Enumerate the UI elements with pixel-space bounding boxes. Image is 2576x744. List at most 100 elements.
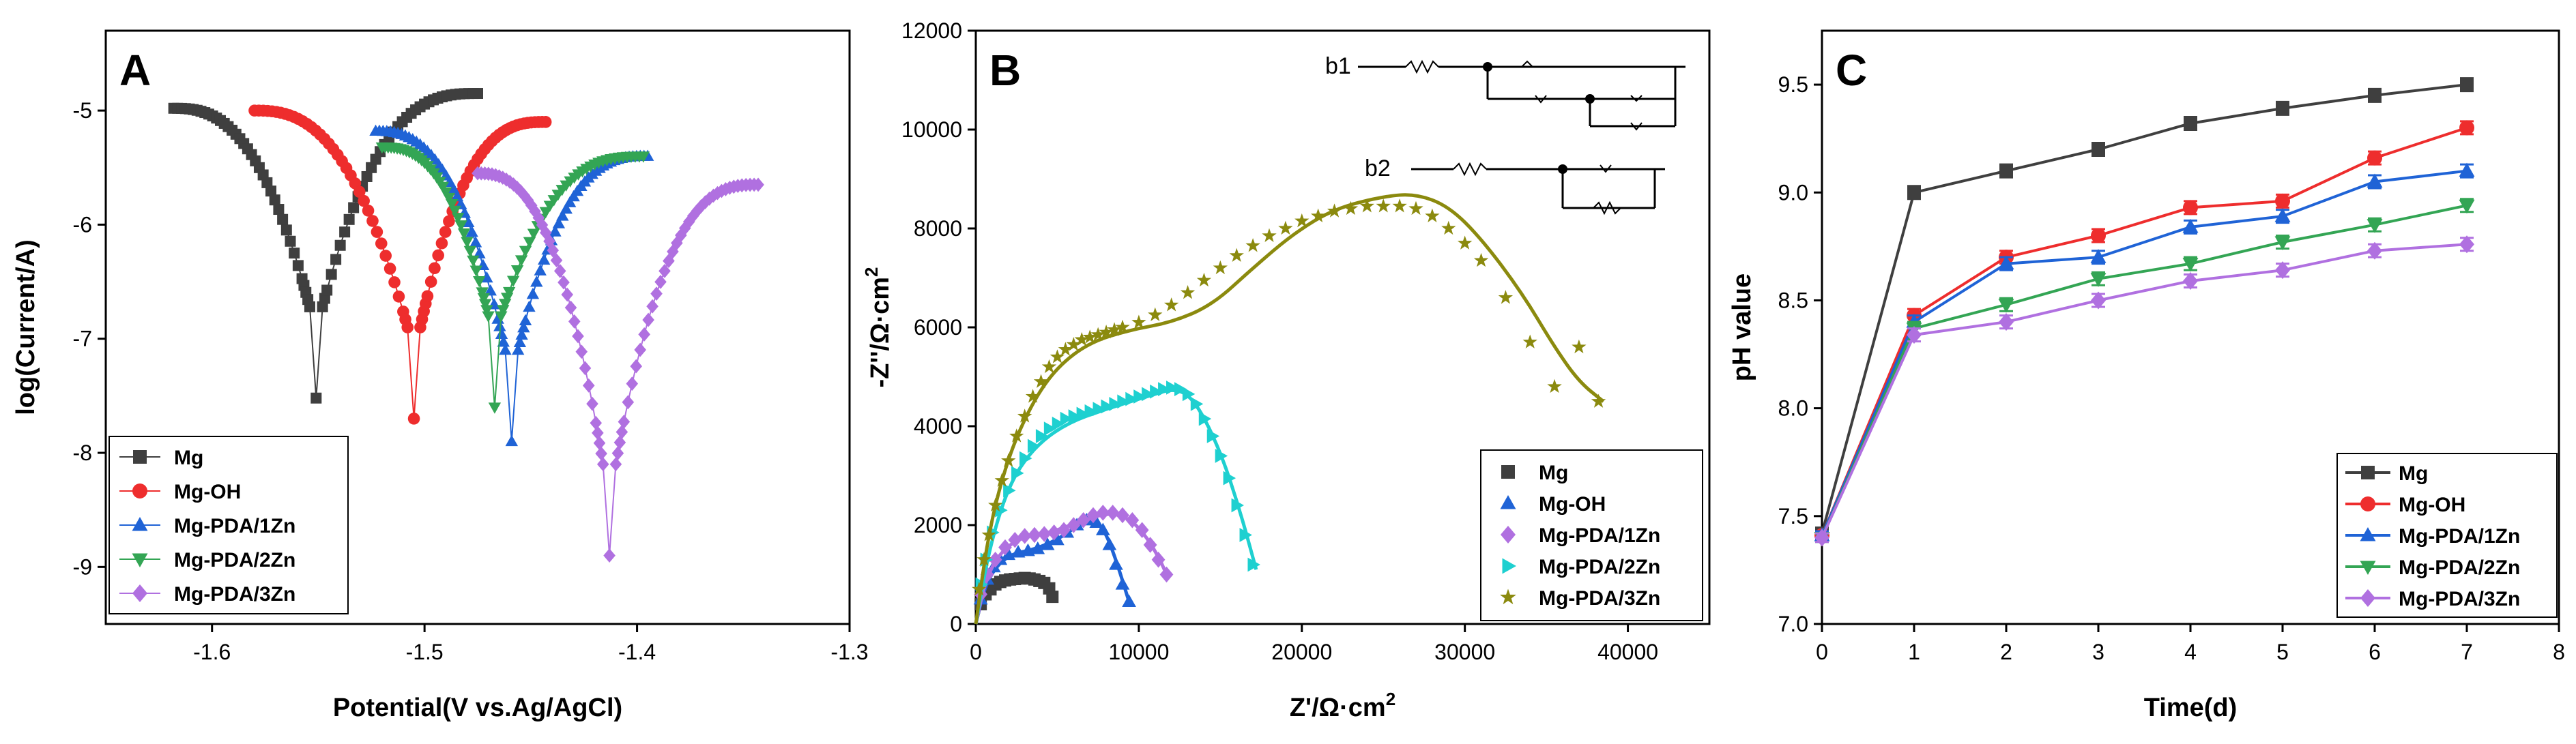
panel-letter: B [989,46,1021,95]
legend-marker [133,450,147,464]
y-tick-label: 8.5 [1778,288,1808,312]
data-point [526,287,540,299]
data-point [1473,252,1489,267]
data-point [1095,522,1110,535]
data-point [976,552,992,566]
data-point [987,497,1003,512]
panel-letter: A [119,46,151,95]
data-point [1143,537,1157,553]
data-point [1076,512,1090,529]
series-line [1821,204,2468,539]
data-point [564,300,577,315]
data-point [675,228,687,243]
data-point [1359,198,1375,213]
data-point [1102,537,1117,550]
data-point [358,194,370,207]
x-axis-title-text: Time(d) [2144,694,2238,722]
data-point [572,329,584,344]
data-point [1037,526,1052,542]
data-point [325,269,337,280]
data-point [1999,164,2013,178]
data-point [1043,421,1057,436]
series-line [1821,169,2468,537]
data-point [1907,185,1921,200]
data-point [462,215,475,227]
plot-frame [104,29,851,625]
data-point [392,291,405,303]
data-point [2274,236,2291,251]
data-point [1142,387,1155,402]
data-point [330,254,342,265]
legend-label: Mg-PDA/3Zn [2399,588,2520,610]
y-tick-label: 9.5 [1778,72,1808,97]
data-point [517,321,530,333]
legend-label: Mg [174,447,203,469]
data-point [1084,404,1098,419]
x-axis-title: Time(d) [2144,694,2238,722]
series-mg-pda-3zn [972,193,1606,625]
data-point [439,187,452,198]
data-point [502,286,516,299]
legend-label: Mg-PDA/2Zn [1539,556,1660,578]
y-tick-label: -6 [73,212,92,237]
data-point [536,218,549,233]
legend: Mg Mg-OH Mg-PDA/1Zn Mg-PDA/2Zn Mg-PDA/3Zn [2336,453,2558,618]
data-point [1025,389,1041,403]
y-axis-title-sup: 2 [861,267,882,276]
data-point [1027,438,1041,453]
data-point [2276,101,2289,115]
y-tick-label: 7.5 [1778,504,1808,529]
data-point [2367,173,2383,188]
data-point [560,202,573,214]
data-point [622,395,635,410]
data-point [1050,532,1065,546]
data-point [467,255,480,267]
data-point [506,276,520,287]
data-point [1058,342,1073,356]
data-point [530,276,543,287]
data-point [1133,389,1146,404]
data-point [511,343,525,355]
legend-marker [132,483,147,499]
data-point [1247,557,1260,572]
series-line [1821,243,2468,539]
data-point [1180,285,1196,299]
x-tick-label: 6 [2369,640,2381,664]
data-point [1109,557,1123,570]
data-point [465,225,478,237]
resistor-symbol [1593,200,1621,215]
legend-label: Mg-OH [174,481,241,503]
data-point [1089,515,1104,529]
data-point [1441,220,1456,235]
data-point [678,221,691,235]
data-point [289,248,300,259]
series-line [1821,126,2468,537]
legend-label: Mg-OH [2399,494,2465,516]
data-point [646,299,659,314]
data-point [1343,200,1359,215]
y-tick-label: 6000 [914,315,962,340]
data-point [292,260,304,271]
data-point [1096,505,1110,521]
series-mg-pda-2zn [375,142,650,414]
data-point [443,215,455,228]
series-mg [1815,77,2474,541]
data-point [637,151,650,163]
data-point [1163,297,1179,312]
series-mg-pda-1zn [974,505,1174,625]
data-point [1135,522,1149,538]
data-point [495,327,508,339]
data-point [1278,220,1293,235]
data-point [371,226,383,238]
resistor-symbol [1405,59,1439,74]
data-point [1213,260,1228,275]
data-point [439,226,452,238]
data-point [429,262,441,275]
data-point [609,457,622,472]
data-point [310,392,322,404]
data-point [480,271,493,283]
panel-letter: C [1836,46,1867,95]
x-tick-label: 0 [1816,640,1828,664]
data-point [593,436,606,451]
data-point [659,263,671,278]
